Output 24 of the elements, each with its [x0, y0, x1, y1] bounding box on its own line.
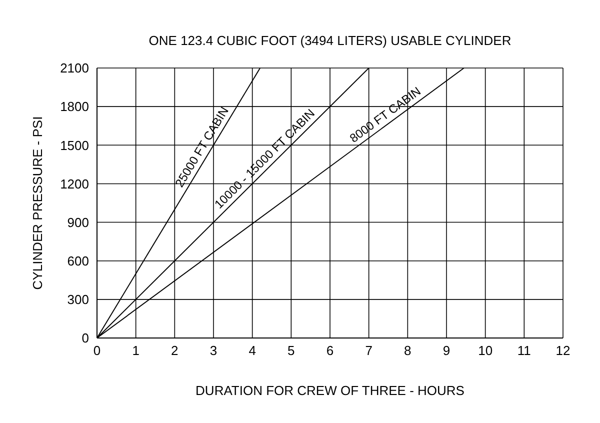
x-tick-label: 11	[517, 343, 531, 358]
x-tick-label: 1	[132, 343, 140, 358]
x-tick-label: 0	[93, 343, 101, 358]
x-tick-label: 4	[248, 343, 256, 358]
y-tick-label: 300	[67, 292, 89, 308]
y-tick-label: 1800	[60, 99, 89, 114]
x-tick-label: 6	[326, 343, 334, 358]
x-tick-label: 8	[404, 343, 412, 358]
y-tick-label: 900	[67, 214, 89, 230]
y-tick-label: 600	[67, 253, 89, 268]
y-tick-label: 0	[82, 330, 89, 346]
y-axis-title: CYLINDER PRESSURE - PSI	[30, 116, 45, 290]
chart-title: ONE 123.4 CUBIC FOOT (3494 LITERS) USABLE CYLINDER	[148, 33, 512, 48]
x-tick-label: 5	[288, 343, 295, 358]
y-tick-label: 1500	[60, 138, 89, 153]
x-tick-label: 9	[442, 343, 450, 358]
x-tick-label: 10	[478, 343, 493, 358]
x-tick-label: 2	[171, 343, 178, 358]
y-tick-label: 2100	[60, 60, 89, 76]
x-tick-label: 3	[210, 343, 218, 358]
x-tick-label: 12	[556, 343, 570, 358]
x-axis-title: DURATION FOR CREW OF THREE - HOURS	[196, 383, 465, 398]
y-tick-label: 1200	[60, 176, 89, 192]
x-tick-label: 7	[365, 343, 372, 358]
